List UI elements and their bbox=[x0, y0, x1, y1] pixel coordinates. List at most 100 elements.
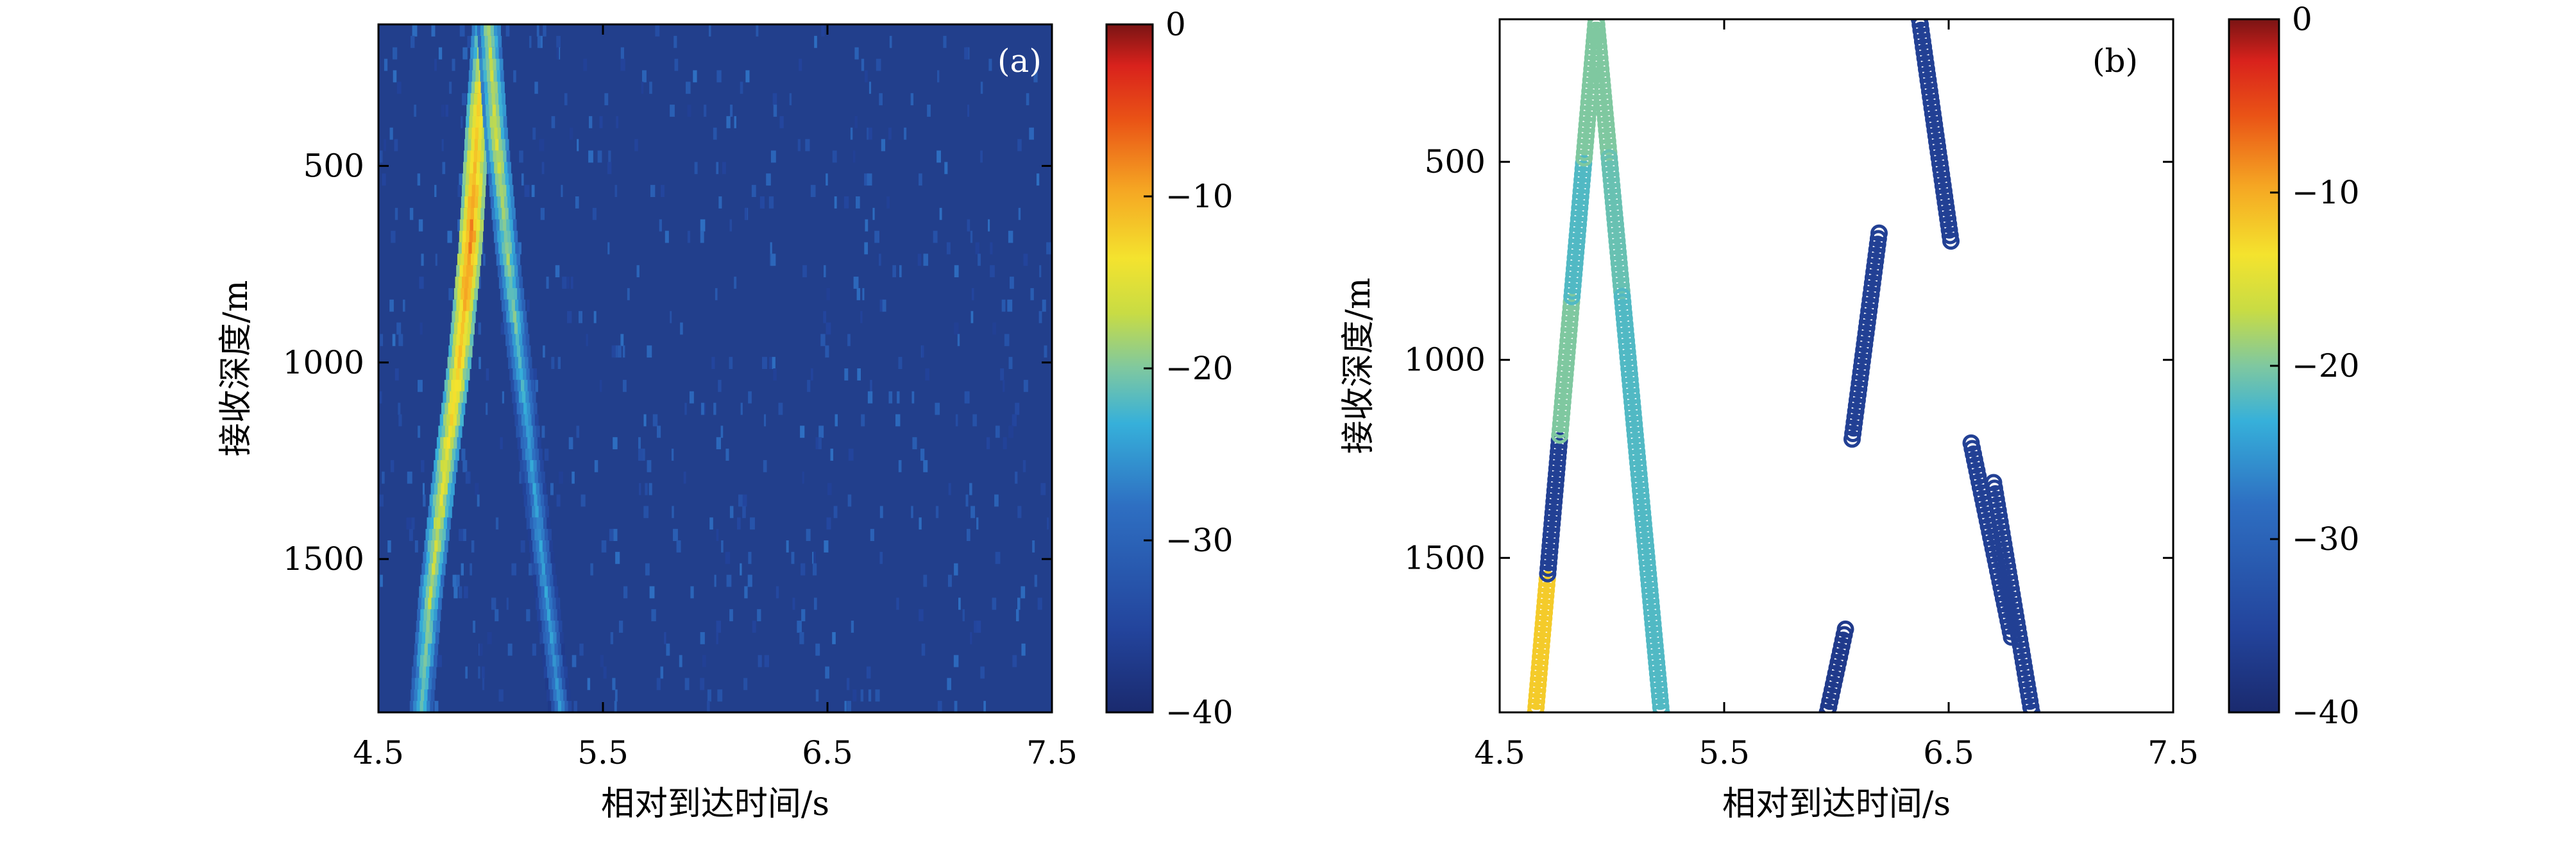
heatmap-noise bbox=[867, 173, 872, 186]
heatmap-noise bbox=[911, 506, 913, 519]
heatmap-noise bbox=[693, 70, 697, 83]
heatmap-cell bbox=[444, 540, 448, 553]
heatmap-cell bbox=[479, 185, 482, 197]
heatmap-cell bbox=[525, 414, 529, 427]
heatmap-noise bbox=[954, 322, 959, 335]
heatmap-noise bbox=[748, 391, 752, 404]
heatmap-cell bbox=[501, 299, 505, 312]
y-tick-label: 500 bbox=[303, 148, 364, 185]
heatmap-cell bbox=[459, 265, 464, 278]
heatmap-cell bbox=[488, 47, 493, 60]
heatmap-cell bbox=[475, 116, 480, 128]
heatmap-noise bbox=[551, 357, 555, 369]
heatmap-noise bbox=[660, 666, 664, 679]
heatmap-noise bbox=[673, 529, 678, 541]
heatmap-cell bbox=[491, 139, 496, 151]
heatmap-cell bbox=[457, 379, 462, 392]
heatmap-noise bbox=[1017, 506, 1022, 519]
heatmap-cell bbox=[419, 701, 424, 712]
heatmap-cell bbox=[507, 196, 511, 209]
heatmap-noise bbox=[513, 70, 516, 83]
ylabel-b: 接收深度/m bbox=[1339, 278, 1378, 454]
heatmap-noise bbox=[856, 196, 860, 209]
heatmap-noise bbox=[761, 357, 767, 369]
heatmap-cell bbox=[499, 105, 503, 117]
heatmap-cell bbox=[544, 586, 548, 599]
heatmap-noise bbox=[418, 425, 421, 438]
heatmap-cell bbox=[532, 483, 537, 495]
heatmap-noise bbox=[536, 24, 539, 37]
heatmap-cell bbox=[534, 586, 538, 599]
heatmap-cell bbox=[470, 58, 473, 71]
heatmap-noise bbox=[864, 173, 869, 186]
heatmap-cell bbox=[494, 196, 498, 209]
heatmap-noise bbox=[772, 357, 775, 369]
heatmap-noise bbox=[387, 540, 391, 553]
heatmap-cell bbox=[455, 449, 459, 461]
heatmap-cell bbox=[563, 655, 566, 667]
heatmap-cell bbox=[479, 230, 484, 243]
heatmap-cell bbox=[505, 334, 509, 347]
heatmap-cell bbox=[501, 265, 505, 278]
heatmap-noise bbox=[833, 506, 838, 519]
heatmap-cell bbox=[465, 185, 469, 197]
heatmap-cell bbox=[443, 494, 447, 507]
heatmap-noise bbox=[1017, 597, 1021, 610]
heatmap-cell bbox=[425, 597, 428, 610]
heatmap-cell bbox=[425, 632, 429, 644]
heatmap-noise bbox=[730, 105, 733, 117]
heatmap-noise bbox=[461, 449, 466, 461]
heatmap-noise bbox=[470, 563, 472, 576]
heatmap-cell bbox=[461, 379, 465, 392]
heatmap-cell bbox=[421, 632, 426, 644]
heatmap-cell bbox=[484, 24, 487, 37]
heatmap-noise bbox=[772, 93, 777, 106]
heatmap-noise bbox=[937, 701, 942, 712]
heatmap-cell bbox=[515, 391, 520, 404]
heatmap-cell bbox=[441, 425, 446, 438]
heatmap-cell bbox=[427, 655, 431, 667]
heatmap-cell bbox=[413, 655, 418, 667]
heatmap-noise bbox=[601, 540, 607, 553]
heatmap-noise bbox=[502, 391, 505, 404]
heatmap-noise bbox=[457, 185, 461, 197]
colorbar-tick-label: −10 bbox=[1165, 178, 1233, 215]
heatmap-cell bbox=[534, 494, 538, 507]
heatmap-cell bbox=[456, 299, 461, 312]
heatmap-noise bbox=[709, 517, 713, 530]
heatmap-noise bbox=[1017, 139, 1022, 151]
heatmap-cell bbox=[418, 678, 422, 691]
heatmap-cell bbox=[514, 414, 519, 427]
heatmap-cell bbox=[517, 288, 521, 300]
heatmap-noise bbox=[434, 701, 439, 712]
heatmap-cell bbox=[566, 689, 571, 702]
heatmap-noise bbox=[524, 185, 530, 197]
heatmap-cell bbox=[502, 277, 506, 289]
heatmap-noise bbox=[1015, 609, 1019, 622]
heatmap-cell bbox=[561, 643, 565, 656]
y-tick-label: 1000 bbox=[283, 344, 364, 381]
heatmap-noise bbox=[824, 540, 829, 553]
heatmap-cell bbox=[445, 529, 450, 541]
heatmap-cell bbox=[455, 368, 460, 381]
colorbar-tick-label: −40 bbox=[1165, 694, 1233, 731]
heatmap-noise bbox=[614, 345, 618, 358]
heatmap-noise bbox=[851, 621, 854, 633]
heatmap-cell bbox=[480, 24, 484, 37]
heatmap-noise bbox=[860, 689, 864, 702]
heatmap-cell bbox=[526, 425, 530, 438]
heatmap-cell bbox=[475, 242, 479, 255]
heatmap-cell bbox=[507, 230, 511, 243]
heatmap-cell bbox=[430, 574, 434, 587]
heatmap-noise bbox=[607, 242, 610, 255]
heatmap-cell bbox=[545, 597, 550, 610]
heatmap-noise bbox=[799, 632, 804, 644]
heatmap-noise bbox=[994, 494, 999, 507]
heatmap-cell bbox=[499, 185, 504, 197]
heatmap-cell bbox=[457, 288, 461, 300]
heatmap-cell bbox=[471, 196, 475, 209]
heatmap-noise bbox=[680, 322, 683, 335]
heatmap-cell bbox=[493, 150, 497, 163]
heatmap-cell bbox=[504, 196, 508, 209]
heatmap-noise bbox=[861, 414, 865, 427]
